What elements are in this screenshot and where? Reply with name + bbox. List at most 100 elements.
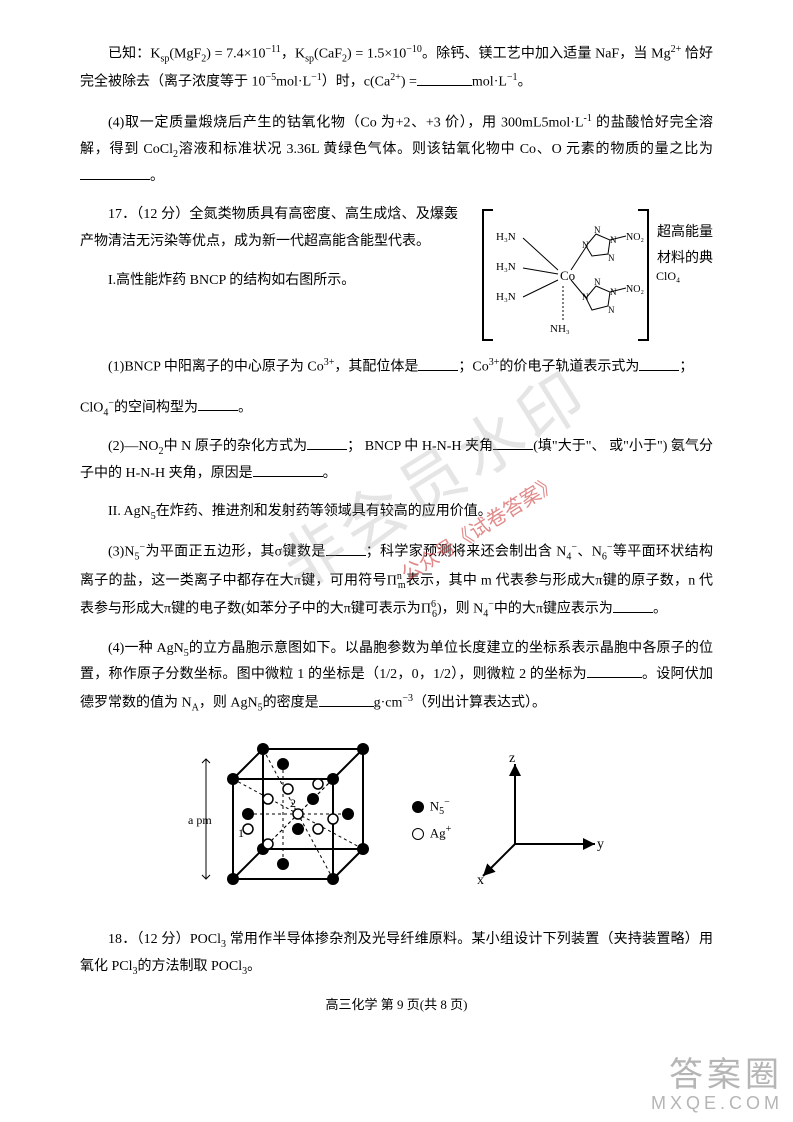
q17-1b: ClO4−的空间构型为。 <box>80 394 713 422</box>
t: 3+ <box>324 357 335 368</box>
q17-2: (2)—NO2中 N 原子的杂化方式为； BNCP 中 H-N-H 夹角(填"大… <box>80 434 713 487</box>
brand-big: 答案圈 <box>651 1057 783 1094</box>
t: (4)一种 AgN <box>108 641 184 656</box>
t: ）时，c(Ca <box>322 75 390 90</box>
t: ；科学家预测将来还会制出含 N <box>366 545 567 560</box>
t: ClO <box>80 400 103 415</box>
t: sp <box>305 53 314 64</box>
t: (MgF <box>169 47 201 62</box>
t: −10 <box>406 44 422 55</box>
t: -1 <box>584 113 592 124</box>
t: 溶液和标准状况 3.36L 黄绿色气体。则该钴氧化物中 Co、O 元素的物质的量… <box>178 142 713 157</box>
svg-text:H₃N: H₃N <box>496 291 516 303</box>
svg-text:H₃N: H₃N <box>496 231 516 243</box>
t: II. AgN <box>108 504 151 519</box>
t: m <box>398 580 406 591</box>
brand-small: MXQE.COM <box>651 1094 783 1114</box>
t: 2+ <box>390 72 401 83</box>
t: 材料的典 <box>657 246 713 273</box>
t: (4)取一定质量煅烧后产生的钴氧化物（Co 为+2、+3 价），用 300mL5… <box>108 115 584 130</box>
t: N <box>430 798 439 813</box>
svg-text:NO₂: NO₂ <box>626 284 644 295</box>
t: 在炸药、推进剂和发射药等领域具有较高的应用价值。 <box>156 504 492 519</box>
page-footer: 高三化学 第 9 页(共 8 页) <box>80 993 713 1018</box>
blank <box>80 165 150 180</box>
svg-text:2: 2 <box>290 796 296 810</box>
svg-text:NH₃: NH₃ <box>550 323 570 335</box>
t: g·cm <box>374 696 403 711</box>
svg-text:z: z <box>509 754 515 766</box>
pi-symbol: Π <box>387 573 397 588</box>
t: )，则 N <box>437 602 483 617</box>
t: 18．（12 分）POCl <box>108 932 221 947</box>
t: mol·L <box>276 75 311 90</box>
t: 超高能量 <box>657 220 713 247</box>
crystal-cell-diagram: a pm <box>188 729 388 909</box>
svg-text:y: y <box>597 837 604 852</box>
t: mol·L <box>472 75 507 90</box>
q17-4: (4)一种 AgN5的立方晶胞示意图如下。以晶胞参数为单位长度建立的坐标系表示晶… <box>80 636 713 718</box>
t: 4 <box>566 552 571 563</box>
t: −11 <box>266 44 281 55</box>
blank <box>307 435 347 450</box>
q17-3: (3)N5−为平面正五边形，其σ键数是；科学家预测将来还会制出含 N4−、N6−… <box>80 538 713 623</box>
svg-text:N: N <box>608 305 615 315</box>
t: ) = 7.4×10 <box>206 47 265 62</box>
svg-text:Co: Co <box>560 268 575 283</box>
q17-ii: II. AgN5在炸药、推进剂和发射药等领域具有较高的应用价值。 <box>80 499 713 526</box>
t: 的价电子轨道表示式为 <box>499 360 639 375</box>
t: (CaF <box>314 47 342 62</box>
t: ) = <box>401 75 417 90</box>
t: −1 <box>507 72 518 83</box>
t: 、N <box>577 545 602 560</box>
blank <box>493 435 533 450</box>
t: 。 <box>238 400 252 415</box>
t: 中的大π键应表示为 <box>494 602 613 617</box>
blank <box>639 356 679 371</box>
t: 的方法制取 POCl <box>138 959 243 974</box>
t: 。 <box>150 169 164 184</box>
para-q4: (4)取一定质量煅烧后产生的钴氧化物（Co 为+2、+3 价），用 300mL5… <box>80 109 713 191</box>
t: ； BNCP 中 H-N-H 夹角 <box>347 439 493 454</box>
t: 已知：K <box>108 47 160 62</box>
t: ，则 AgN <box>199 696 258 711</box>
t: A <box>192 702 199 713</box>
bncp-structure-diagram: Co H₃N H₃N H₃N NH₃ N N <box>468 202 713 347</box>
blank <box>326 541 366 556</box>
t: 4 <box>483 609 488 620</box>
t: ，K <box>281 47 305 62</box>
t: 。 <box>247 959 261 974</box>
t: (1)BNCP 中阳离子的中心原子为 Co <box>108 360 324 375</box>
t: −5 <box>266 72 277 83</box>
a-pm-label: a pm <box>188 813 212 827</box>
t: 6 <box>602 552 607 563</box>
t: 2+ <box>671 44 682 55</box>
blank <box>417 71 472 86</box>
t: Ag <box>430 825 446 840</box>
svg-text:N: N <box>594 225 601 235</box>
blank <box>198 396 238 411</box>
t: 。 <box>323 466 337 481</box>
blank <box>253 462 323 477</box>
t: 为平面正五边形，其σ键数是 <box>145 545 326 560</box>
t: (3)N <box>108 545 134 560</box>
svg-text:NO₂: NO₂ <box>626 232 644 243</box>
blank <box>613 598 653 613</box>
svg-text:H₃N: H₃N <box>496 261 516 273</box>
t: −1 <box>311 72 322 83</box>
crystal-figure-row: a pm <box>80 729 713 909</box>
t: + <box>446 824 452 835</box>
t: 中 N 原子的杂化方式为 <box>164 439 308 454</box>
t: ，其配位体是 <box>334 360 418 375</box>
legend-dot-filled <box>412 801 424 813</box>
blank <box>587 663 642 678</box>
t: 5 <box>134 552 139 563</box>
t: ) = 1.5×10 <box>347 47 406 62</box>
t: 。 <box>653 602 667 617</box>
t: − <box>444 797 450 808</box>
q18: 18．（12 分）POCl3 常用作半导体掺杂剂及光导纤维原料。某小组设计下列装… <box>80 927 713 981</box>
exam-page: 非会员水印 公众号《试卷答案》 已知：Ksp(MgF2) = 7.4×10−11… <box>0 0 793 1122</box>
para-ksp: 已知：Ksp(MgF2) = 7.4×10−11，Ksp(CaF2) = 1.5… <box>80 40 713 97</box>
legend-dot-open <box>412 828 424 840</box>
t: ；Co <box>458 360 488 375</box>
